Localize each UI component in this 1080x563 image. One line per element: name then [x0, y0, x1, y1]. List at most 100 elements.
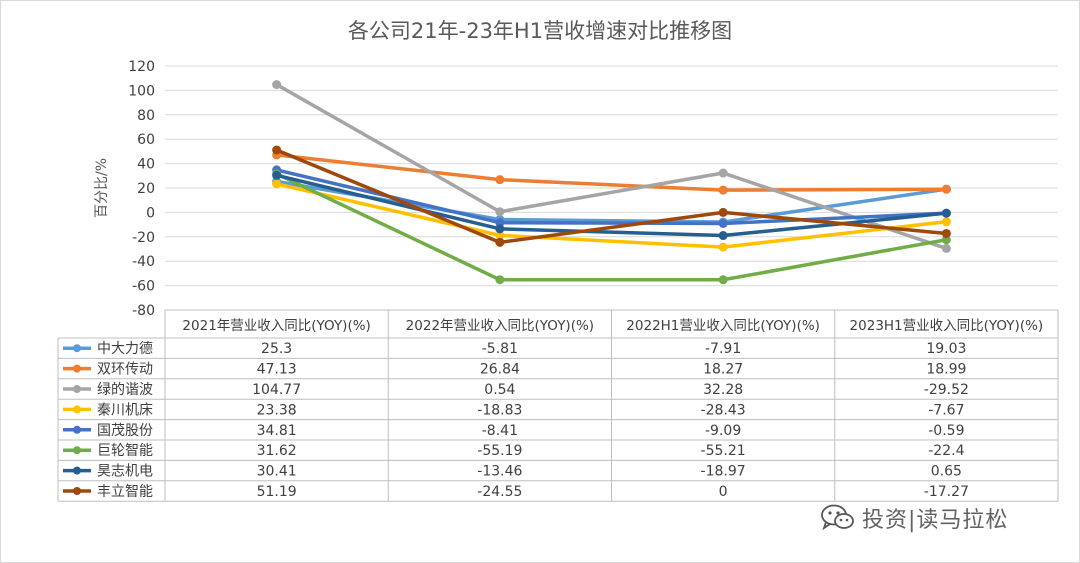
table-cell-value: -13.46 [477, 464, 522, 480]
series-line [275, 83, 947, 251]
y-tick-label: 80 [137, 108, 155, 124]
legend-marker [73, 487, 81, 495]
legend-label: 双环传动 [97, 362, 153, 378]
series-line [275, 148, 947, 245]
data-point [941, 235, 951, 245]
table-cell-value: 34.81 [257, 423, 297, 439]
y-tick-label: -80 [132, 303, 155, 319]
table-cell-value: 19.03 [926, 341, 966, 357]
table-cell-value: 23.38 [257, 402, 297, 418]
legend-label: 秦川机床 [97, 402, 153, 418]
y-tick-label: 20 [137, 181, 155, 197]
table-cell-value: 26.84 [480, 362, 520, 378]
table-cell-value: 30.41 [257, 464, 297, 480]
data-point [495, 230, 505, 240]
data-point [941, 184, 951, 194]
table-cell-value: -0.59 [928, 423, 964, 439]
data-point [718, 207, 728, 217]
x-category-label: 2022H1营业收入同比(YOY)(%) [626, 318, 820, 334]
data-point [718, 242, 728, 252]
watermark-text: 投资|读马拉松 [862, 508, 1009, 533]
legend-marker [73, 364, 81, 373]
data-point [941, 228, 951, 238]
data-point [495, 175, 505, 185]
x-category-label: 2022年营业收入同比(YOY)(%) [406, 318, 594, 334]
data-point [272, 179, 282, 189]
legend-label: 丰立智能 [97, 484, 153, 500]
y-tick-label: 40 [137, 157, 155, 173]
data-point [495, 275, 505, 285]
data-point [495, 207, 505, 217]
y-tick-label: 120 [128, 59, 155, 75]
data-point [272, 170, 282, 180]
data-point [272, 145, 282, 155]
data-point [718, 231, 728, 241]
y-tick-label: 60 [137, 132, 155, 148]
data-point [718, 275, 728, 285]
data-point [495, 224, 505, 234]
data-point [272, 80, 282, 90]
y-tick-label: 0 [146, 205, 155, 221]
table-cell-value: -7.67 [928, 402, 964, 418]
table-cell-value: -17.27 [924, 484, 969, 500]
legend-label: 国茂股份 [97, 422, 153, 439]
table-cell-value: -55.19 [477, 443, 522, 459]
data-point [941, 243, 951, 253]
series-line [275, 172, 947, 282]
y-tick-label: -40 [132, 254, 155, 270]
table-cell-value: 0.65 [931, 464, 962, 480]
table-cell-value: 51.19 [257, 484, 297, 500]
data-point [718, 185, 728, 195]
table-cell-value: -5.81 [482, 341, 518, 357]
y-tick-label: 100 [128, 83, 155, 99]
table-cell-value: -8.41 [482, 423, 518, 439]
data-point [718, 168, 728, 178]
table-cell-value: 47.13 [257, 362, 297, 378]
legend-marker [73, 344, 81, 353]
table-cell-value: -18.83 [477, 402, 522, 418]
table-cell-value: -24.55 [477, 484, 522, 500]
data-point [941, 217, 951, 227]
table-cell-value: 18.27 [703, 362, 743, 378]
legend-label: 中大力德 [97, 341, 153, 357]
table-cell-value: -9.09 [705, 423, 741, 439]
data-point [718, 218, 728, 228]
series-line [276, 153, 947, 192]
legend-marker [73, 466, 81, 475]
table-cell-value: 104.77 [252, 382, 301, 398]
legend-marker [73, 425, 81, 434]
wechat-icon [821, 504, 854, 531]
table-cell-value: 32.28 [703, 382, 743, 398]
table-cell-value: -18.97 [701, 464, 746, 480]
data-point [495, 218, 505, 228]
x-category-label: 2023H1营业收入同比(YOY)(%) [850, 318, 1044, 334]
series-line [276, 182, 947, 249]
table-cell-value: 18.99 [926, 362, 966, 378]
y-tick-label: -20 [132, 230, 155, 246]
table-cell-value: -55.21 [701, 443, 746, 459]
legend-marker [73, 446, 81, 455]
legend-label: 绿的谐波 [97, 382, 153, 398]
y-tick-label: -60 [132, 279, 155, 295]
chart-title: 各公司21年-23年H1营收增速对比推移图 [348, 19, 732, 43]
watermark: 投资|读马拉松 [820, 500, 1008, 536]
table-cell-value: 0 [719, 484, 728, 500]
table-cell-value: -22.4 [928, 443, 964, 459]
table-cell-value: 31.62 [257, 443, 297, 459]
table-cell-value: 0.54 [484, 382, 515, 398]
table-cell-value: 25.3 [261, 341, 292, 357]
x-category-label: 2021年营业收入同比(YOY)(%) [182, 318, 370, 334]
y-axis-label: 百分比/% [94, 158, 110, 218]
legend-label: 昊志机电 [97, 464, 153, 480]
table-cell-value: -29.52 [924, 382, 969, 398]
legend-marker [73, 385, 81, 393]
table-cell-value: -28.43 [701, 402, 746, 418]
data-point [941, 208, 951, 218]
table-cell-value: -7.91 [705, 341, 741, 357]
legend-label: 巨轮智能 [97, 443, 153, 459]
data-point [495, 237, 505, 247]
legend-marker [73, 405, 81, 414]
